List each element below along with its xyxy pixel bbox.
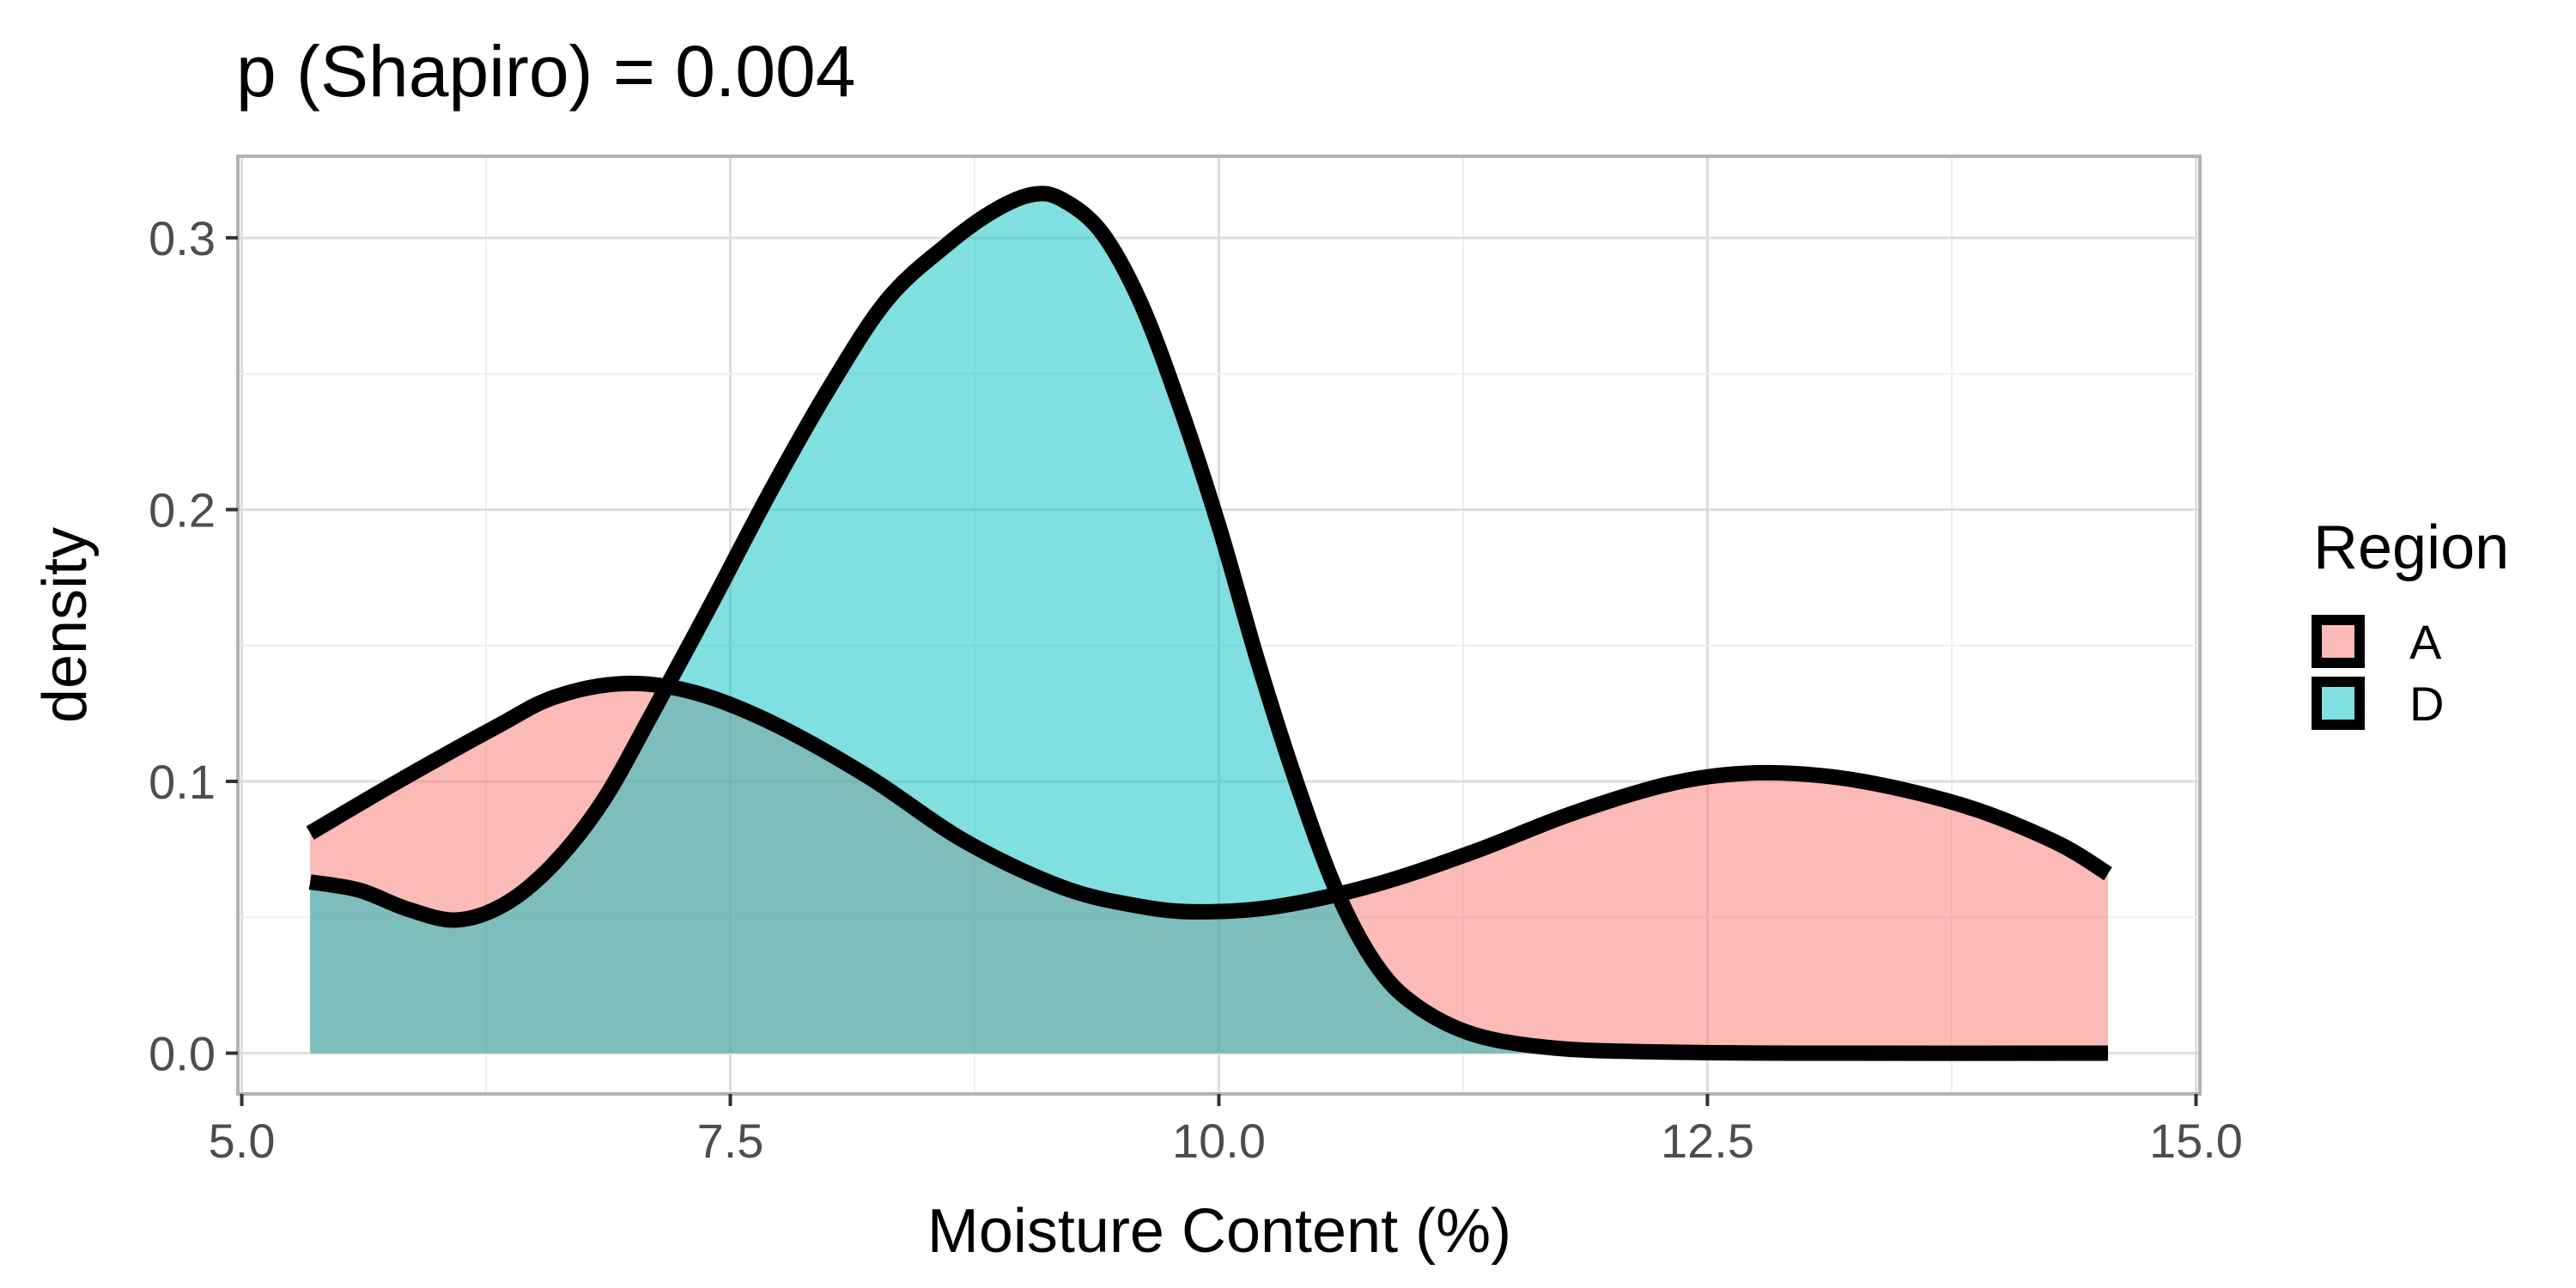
legend-key-d bbox=[2312, 677, 2365, 730]
density-lines bbox=[306, 185, 2112, 1061]
y-tick-label: 0.3 bbox=[149, 211, 216, 265]
legend-label-a: A bbox=[2409, 615, 2442, 669]
x-axis-title: Moisture Content (%) bbox=[927, 1197, 1511, 1266]
x-tick-label: 15.0 bbox=[2149, 1114, 2243, 1168]
density-line-d bbox=[308, 185, 2109, 1061]
x-tick-label: 12.5 bbox=[1661, 1114, 1754, 1168]
chart-title: p (Shapiro) = 0.004 bbox=[236, 31, 855, 112]
y-axis-title: density bbox=[31, 527, 100, 723]
density-line-a bbox=[306, 675, 2112, 920]
legend-label-d: D bbox=[2409, 677, 2444, 731]
legend: Region AD bbox=[2312, 513, 2509, 731]
x-tick-label: 7.5 bbox=[697, 1114, 764, 1168]
legend-title: Region bbox=[2313, 513, 2509, 582]
y-tick-label: 0.0 bbox=[149, 1027, 216, 1081]
legend-key-a bbox=[2312, 615, 2365, 668]
y-tick-label: 0.2 bbox=[149, 483, 216, 537]
x-tick-label: 10.0 bbox=[1172, 1114, 1266, 1168]
x-tick-label: 5.0 bbox=[209, 1114, 276, 1168]
density-areas bbox=[310, 193, 2109, 1054]
density-area-d bbox=[310, 193, 2109, 1054]
y-tick-label: 0.1 bbox=[149, 755, 216, 809]
axis-ticks: 5.0 7.5 10.0 12.5 15.0 0.0 0.1 0.2 0.3 bbox=[149, 211, 2243, 1168]
